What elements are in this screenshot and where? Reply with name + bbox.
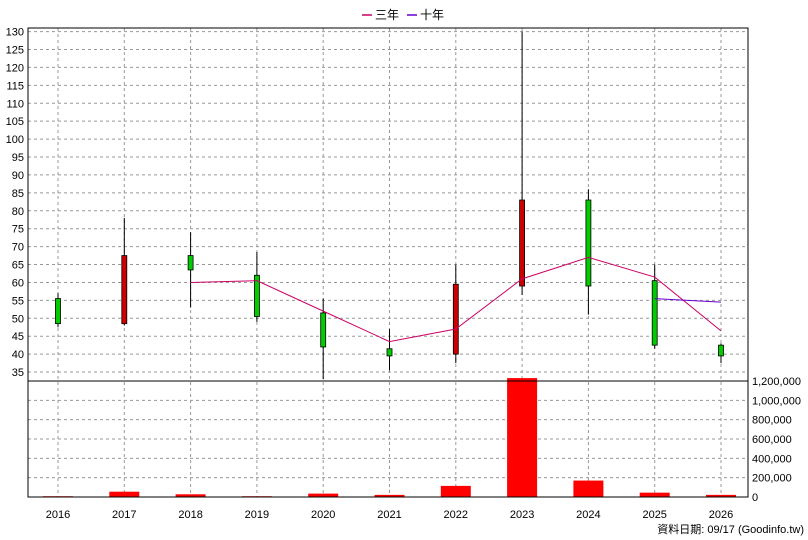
volume-tick-label: 1,000,000 [752,395,801,407]
volume-bar [308,493,339,497]
volume-bar [374,494,405,497]
candle-body [585,199,592,287]
volume-bar [706,494,736,497]
moving-average-lines [190,256,722,343]
price-tick-label: 80 [12,206,24,218]
price-tick-label: 75 [12,224,24,236]
legend-label: 十年 [420,8,444,22]
price-tick-label: 100 [6,134,24,146]
price-tick-label: 90 [12,170,24,182]
price-tick-label: 60 [12,277,24,289]
volume-bar [109,491,140,497]
volume-tick-label: 1,200,000 [752,376,801,388]
candle-body [253,274,260,317]
volume-bar [507,378,538,497]
price-tick-label: 115 [6,80,24,92]
volume-bar [573,480,604,497]
footer-source: 資料日期: 09/17 (Goodinfo.tw) [657,522,804,536]
series-line [654,298,722,303]
candle-body [121,255,128,325]
price-tick-label: 45 [12,331,24,343]
price-tick-label: 95 [12,152,24,164]
year-tick-label: 2023 [510,509,534,521]
candle-body [55,298,61,325]
price-tick-label: 55 [12,295,24,307]
volume-bar [440,485,471,497]
year-tick-label: 2018 [178,509,202,521]
candles [55,31,724,380]
volume-bar [175,494,206,497]
year-tick-label: 2017 [112,509,136,521]
price-tick-label: 35 [12,367,24,379]
volume-tick-label: 600,000 [752,434,792,446]
candle-body [187,255,194,271]
price-tick-label: 50 [12,313,24,325]
legend-label: 三年 [375,8,399,22]
year-tick-label: 2016 [46,509,70,521]
volume-bar [639,492,670,497]
legend: 三年 十年 [362,8,444,22]
candle-body [718,344,724,357]
price-tick-label: 120 [6,62,24,74]
price-tick-label: 65 [12,260,24,272]
year-tick-label: 2022 [444,509,468,521]
year-tick-label: 2025 [642,509,666,521]
volume-tick-label: 400,000 [752,453,792,465]
price-tick-label: 105 [6,116,24,128]
year-tick-label: 2021 [377,509,401,521]
price-tick-label: 70 [12,242,24,254]
candle-body [519,199,525,287]
year-tick-label: 2024 [576,509,600,521]
volume-tick-label: 0 [752,492,758,504]
year-tick-label: 2026 [709,509,733,521]
plot-frame [27,27,749,498]
candle-body [320,312,327,348]
candle-body [452,283,459,355]
price-tick-label: 110 [6,98,24,110]
volume-bars [43,378,736,498]
price-tick-label: 85 [12,188,24,200]
candle-body [386,348,393,357]
grid-lines [28,28,748,498]
price-tick-label: 125 [6,45,24,57]
axes: 35 40 45 50 55 60 65 70 75 80 85 90 95 100 105 110 115 12… [6,27,801,521]
year-tick-label: 2020 [311,509,335,521]
price-tick-label: 40 [12,349,24,361]
volume-tick-label: 800,000 [752,415,792,427]
candle-body [651,280,658,346]
price-tick-label: 130 [6,27,24,39]
year-tick-label: 2019 [245,509,269,521]
volume-tick-label: 200,000 [752,473,792,485]
series-line [190,256,722,343]
